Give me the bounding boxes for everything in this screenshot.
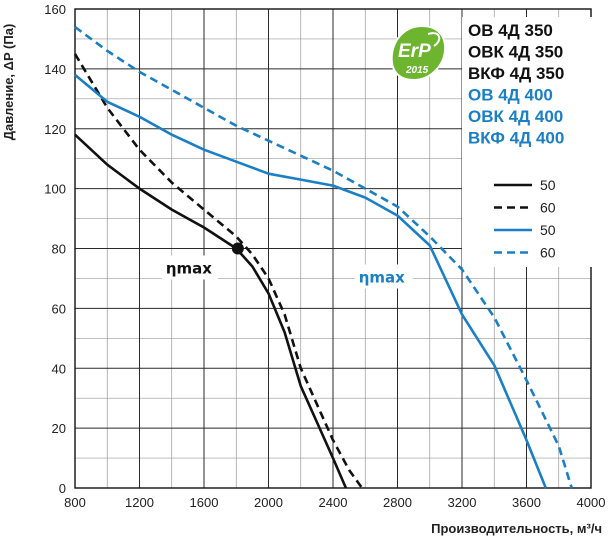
x-tick-label: 2800 [383,495,412,510]
y-tick-label: 100 [44,182,66,197]
erp-leaf-icon [427,32,441,47]
y-tick-label: 160 [44,2,66,17]
x-tick-label: 4000 [577,495,606,510]
series-line [74,73,548,489]
x-tick-label: 1600 [190,495,219,510]
eta-label-bg [354,264,413,289]
erp-badge-label: ErP [398,41,431,62]
eta-label-bg [161,255,218,280]
legend-panel [462,17,596,267]
legend-model-label: ОВК 4Д 350 [468,43,563,62]
y-tick-label: 140 [44,62,66,77]
tick-labels: 800 1200 1600 2000 2400 2800 3200 3600 4000 0 20 40… [44,2,605,510]
legend-series-label: 60 [540,245,556,261]
legend-model-label: ОВ 4Д 400 [468,86,553,105]
erp-badge-shape [390,24,447,82]
eta-max-label: ηmax [166,260,212,278]
x-axis-title: Производительность, м³/ч [431,521,602,536]
x-tick-label: 3600 [512,495,541,510]
series-line [74,133,348,489]
legend-series-label: 50 [540,177,556,193]
y-tick-label: 80 [52,242,66,257]
legend-series-label: 60 [540,200,556,216]
y-tick-label: 20 [52,421,66,436]
legend-series-label: 50 [540,222,556,238]
eta-max-label: ηmax [359,269,405,287]
legend-model-label: ОВК 4Д 400 [468,107,563,126]
legend-model-label: ВКФ 4Д 400 [468,129,564,148]
y-tick-label: 120 [44,122,66,137]
y-tick-label: 60 [52,301,66,316]
series-layer [73,25,573,489]
x-tick-label: 2400 [319,495,348,510]
legend-model-label: ОВ 4Д 350 [468,21,553,40]
y-tick-label: 0 [59,481,66,496]
x-tick-label: 2000 [254,495,283,510]
series-line [73,53,364,489]
y-axis-title: Давление, ΔP (Па) [1,24,16,141]
legend-model-label: ВКФ 4Д 350 [468,64,564,83]
legend-models: ОВ 4Д 350 ОВК 4Д 350 ВКФ 4Д 350 ОВ 4Д 400 ОВ… [468,21,564,148]
eta-max-marker [231,242,244,255]
erp-badge: ErP 2015 [390,24,447,82]
annotations: ηmax ηmax [161,242,413,289]
x-tick-label: 3200 [448,495,477,510]
x-tick-label: 1200 [125,495,154,510]
x-tick-label: 800 [64,495,86,510]
erp-badge-year: 2015 [405,65,429,76]
grid [74,8,592,489]
legend-lines: 50 60 50 60 [494,177,556,261]
y-tick-label: 40 [52,361,66,376]
